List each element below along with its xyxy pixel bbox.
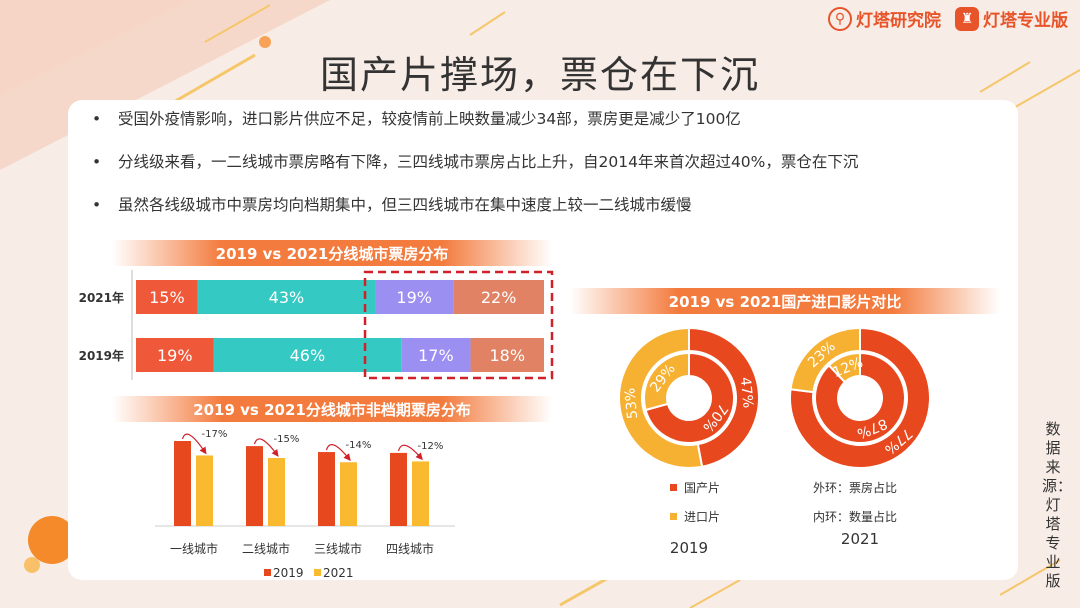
- chart1-value-label: 46%: [290, 346, 326, 365]
- chart2-change-label: -14%: [346, 440, 372, 451]
- chart3-outer-label: 47%: [737, 376, 756, 408]
- chart2-title-banner: 2019 vs 2021分线城市非档期票房分布: [112, 396, 552, 422]
- chart3-year-label: 2021: [841, 530, 879, 548]
- chart3-outer-label: 53%: [622, 387, 641, 419]
- chart1-stacked-bars: 2021年 15% 43% 19% 22% 2019年 19% 46% 17% 18%: [79, 270, 554, 380]
- page-title: 国产片撑场，票仓在下沉: [319, 53, 760, 97]
- chart2-bar-2019: [174, 441, 191, 526]
- chart3-outer-slice: [789, 326, 861, 394]
- bullet-item: • 受国外疫情影响，进口影片供应不足，较疫情前上映数量减少34部，票房更是减少了…: [92, 108, 992, 130]
- chart2-category-label: 一线城市: [170, 541, 218, 556]
- chart3-outer-slice: [618, 326, 704, 469]
- chart3-legend-label: 进口片: [684, 510, 720, 524]
- chart2-bar-2021: [268, 458, 285, 526]
- chart1-bar-segment: [470, 338, 544, 372]
- chart1-bar-segment: [453, 280, 544, 314]
- chart1-title-banner: 2019 vs 2021分线城市票房分布: [112, 240, 552, 266]
- chart1-bar-segment: [375, 280, 454, 314]
- bullet-dot-icon: •: [92, 110, 102, 128]
- chart2-bar-2019: [318, 452, 335, 526]
- chart2-change-label: -17%: [202, 429, 228, 440]
- bullet-text: 受国外疫情影响，进口影片供应不足，较疫情前上映数量减少34部，票房更是减少了10…: [118, 110, 741, 128]
- chart1-value-label: 19%: [396, 288, 432, 307]
- chart2-change-arrow: [181, 433, 207, 455]
- chart2-category-label: 四线城市: [386, 541, 434, 556]
- chart2-change-arrow: [397, 444, 423, 461]
- magnifier-icon: ⚲: [828, 6, 852, 31]
- bullet-dot-icon: •: [92, 196, 102, 214]
- chart2-legend-label: 2021: [323, 566, 354, 580]
- chart2-category-label: 三线城市: [314, 541, 362, 556]
- chart1-value-label: 43%: [269, 288, 305, 307]
- chart3-outer-slice: [789, 326, 931, 469]
- chart1-value-label: 15%: [149, 288, 185, 307]
- chart2-category-label: 二线城市: [242, 541, 290, 556]
- chart3-inner-slice: [643, 351, 690, 412]
- chart3-legend-swatch-domestic: [670, 484, 677, 491]
- chart2-legend-swatch-2021: [314, 569, 321, 576]
- chart1-value-label: 19%: [157, 346, 193, 365]
- chart3-legend-label: 国产片: [684, 481, 720, 495]
- logo-research-label: 灯塔研究院: [856, 11, 941, 31]
- chart2-bar-2021: [340, 462, 357, 526]
- chart3-year-label: 2019: [670, 539, 708, 557]
- bullet-list: • 受国外疫情影响，进口影片供应不足，较疫情前上映数量减少34部，票房更是减少了…: [92, 108, 992, 237]
- chart2-legend-swatch-2019: [264, 569, 271, 576]
- bullet-text: 分线级来看，一二线城市票房略有下降，三四线城市票房占比上升，自2014年来首次超…: [118, 153, 859, 171]
- logo-research: ⚲ 灯塔研究院: [828, 6, 941, 31]
- chart3-donut-charts: 47%53% 70%29%201977%23%87%12%2021国产片进口片外环…: [618, 326, 931, 557]
- bullet-dot-icon: •: [92, 153, 102, 171]
- bullet-item: • 分线级来看，一二线城市票房略有下降，三四线城市票房占比上升，自2014年来首…: [92, 151, 992, 173]
- chart1-value-label: 17%: [418, 346, 454, 365]
- chart2-change-arrow: [253, 438, 279, 457]
- chart1-bar-segment: [197, 280, 376, 314]
- lighthouse-icon: ♜: [955, 6, 979, 31]
- chart1-highlight-box: [363, 270, 554, 380]
- chart1-category-label: 2019年: [79, 348, 124, 363]
- chart3-ring-note: 内环：数量占比: [813, 509, 897, 524]
- chart3-inner-slice: [644, 351, 735, 444]
- chart2-bar-2021: [196, 455, 213, 526]
- chart3-title-banner: 2019 vs 2021国产进口影片对比: [570, 288, 1000, 314]
- chart1-value-label: 18%: [489, 346, 525, 365]
- chart3-outer-slice: [688, 326, 760, 468]
- chart2-bar-2019: [246, 446, 263, 526]
- chart3-legend-swatch-imported: [670, 513, 677, 520]
- chart2-change-label: -12%: [418, 441, 444, 452]
- chart1-bar-segment: [401, 338, 471, 372]
- chart3-inner-slice: [827, 351, 861, 384]
- logo-pro-label: 灯塔专业版: [983, 11, 1068, 31]
- chart2-grouped-bars: -17% 一线城市 -15% 二线城市 -14% 三线城市 -12% 四线城市 2019 2021: [155, 429, 455, 580]
- bullet-item: • 虽然各线级城市中票房均向档期集中，但三四线城市在集中速度上较一二线城市缓慢: [92, 194, 992, 216]
- chart1-value-label: 22%: [481, 288, 517, 307]
- bullet-text: 虽然各线级城市中票房均向档期集中，但三四线城市在集中速度上较一二线城市缓慢: [118, 196, 692, 214]
- chart2-change-label: -15%: [274, 434, 300, 445]
- chart1-bar-segment: [136, 280, 198, 314]
- logo-pro: ♜ 灯塔专业版: [955, 6, 1068, 31]
- chart1-bar-segment: [213, 338, 402, 372]
- chart3-ring-note: 外环：票房占比: [813, 480, 897, 495]
- chart2-change-arrow: [325, 444, 351, 462]
- chart2-bar-2019: [390, 452, 407, 526]
- chart1-bar-segment: [136, 338, 214, 372]
- chart2-bar-2021: [412, 461, 429, 526]
- chart2-legend-label: 2019: [273, 566, 304, 580]
- source-note: 数据来源：灯塔专业版: [1042, 420, 1073, 590]
- chart1-category-label: 2021年: [79, 290, 124, 305]
- header-logos: ⚲ 灯塔研究院 ♜ 灯塔专业版: [828, 6, 1068, 31]
